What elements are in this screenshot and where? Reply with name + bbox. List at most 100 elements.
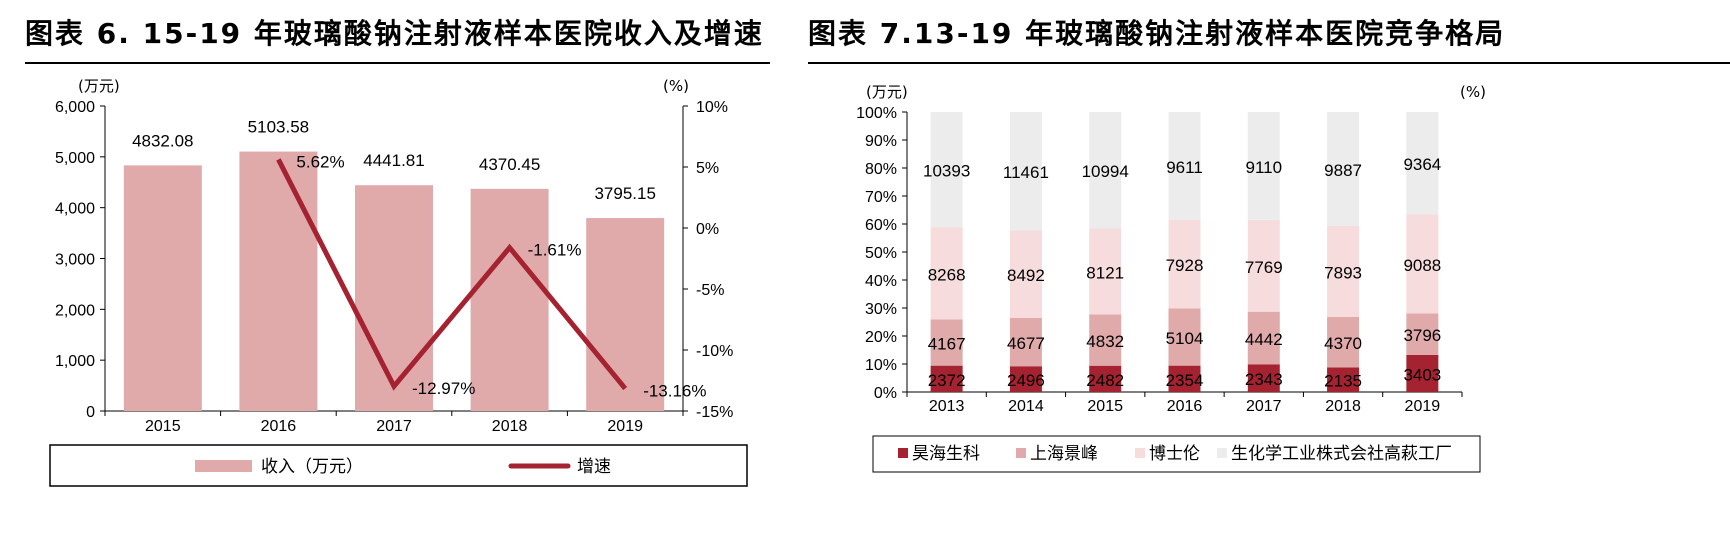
left-title-rule	[25, 62, 770, 64]
right-chart-x-tick-label: 2015	[1087, 398, 1123, 415]
stacked-segment-label: 4167	[928, 334, 966, 353]
right-chart-y-tick-label: 40%	[865, 273, 897, 290]
right-chart-y-unit: (万元)	[866, 83, 908, 101]
stacked-segment-label: 2496	[1007, 371, 1045, 390]
right-y-tick-label: -10%	[696, 343, 733, 360]
stacked-segment	[1168, 365, 1201, 392]
right-y-tick-label: 10%	[696, 99, 728, 116]
stacked-segment-label: 7893	[1324, 263, 1362, 282]
stacked-segment	[1327, 367, 1360, 392]
growth-data-label: -13.16%	[643, 382, 706, 401]
stacked-segment-label: 8268	[928, 265, 966, 284]
left-y-tick-label: 5,000	[55, 150, 95, 167]
legend-revenue-swatch	[195, 460, 252, 472]
revenue-bar	[586, 218, 665, 411]
stacked-segment	[1009, 317, 1042, 367]
stacked-segment-label: 4832	[1086, 332, 1124, 351]
stacked-segment	[930, 319, 963, 366]
stacked-segment	[1406, 354, 1439, 392]
left-y-tick-label: 4,000	[55, 201, 95, 218]
growth-data-label: 5.62%	[296, 152, 344, 171]
right-legend-box	[872, 435, 1481, 473]
stacked-segment-label: 9364	[1403, 155, 1441, 174]
stacked-segment	[1168, 112, 1201, 220]
right-y-tick-label: -15%	[696, 404, 733, 421]
legend-label: 上海景峰	[1030, 444, 1098, 464]
legend-swatch	[898, 448, 908, 458]
right-chart-y-tick-label: 80%	[865, 161, 897, 178]
right-y-tick-label: 5%	[696, 160, 719, 177]
stacked-segment-label: 4442	[1245, 330, 1283, 349]
revenue-data-label: 4832.08	[132, 131, 193, 150]
revenue-data-label: 3795.15	[594, 184, 655, 203]
right-chart-y-tick-label: 0%	[874, 385, 897, 402]
stacked-segment	[1247, 311, 1280, 365]
right-chart-pct-unit: (%)	[1460, 83, 1486, 101]
stacked-segment	[1168, 219, 1201, 309]
stacked-segment	[1247, 364, 1280, 392]
stacked-segment	[1009, 366, 1042, 392]
stacked-segment	[1089, 314, 1122, 366]
stacked-segment	[1089, 228, 1122, 315]
right-chart-y-tick-label: 90%	[865, 133, 897, 150]
stacked-segment-label: 4370	[1324, 334, 1362, 353]
stacked-segment	[930, 365, 963, 392]
stacked-segment-label: 10994	[1082, 162, 1129, 181]
stacked-segment-label: 7928	[1166, 256, 1204, 275]
left-y-tick-label: 6,000	[55, 99, 95, 116]
left-y-tick-label: 1,000	[55, 353, 95, 370]
left-y-tick-label: 0	[86, 404, 95, 421]
stacked-segment	[1327, 112, 1360, 226]
right-chart-y-tick-label: 60%	[865, 217, 897, 234]
stacked-segment-label: 4677	[1007, 334, 1045, 353]
revenue-bar	[355, 185, 433, 411]
right-chart-x-tick-label: 2017	[1246, 398, 1282, 415]
stacked-segment-label: 3403	[1403, 365, 1441, 384]
right-chart-y-tick-label: 70%	[865, 189, 897, 206]
left-chart-title: 图表 6. 15-19 年玻璃酸钠注射液样本医院收入及增速	[25, 17, 764, 50]
stacked-segment-label: 9611	[1166, 158, 1203, 177]
stacked-segment	[1247, 219, 1280, 312]
right-chart-x-tick-label: 2013	[929, 398, 965, 415]
stacked-segment-label: 2135	[1324, 372, 1362, 391]
stacked-segment-label: 9887	[1324, 161, 1362, 180]
stacked-segment	[1406, 214, 1439, 314]
right-chart-y-tick-label: 20%	[865, 329, 897, 346]
x-tick-label: 2016	[261, 418, 297, 435]
stacked-segment-label: 3796	[1403, 326, 1441, 345]
stacked-segment-label: 5104	[1166, 329, 1204, 348]
x-tick-label: 2017	[376, 418, 412, 435]
stacked-segment-label: 10393	[923, 162, 970, 181]
left-y-tick-label: 2,000	[55, 302, 95, 319]
growth-data-label: -1.61%	[528, 241, 582, 260]
stacked-segment-label: 8121	[1086, 263, 1124, 282]
legend-revenue-label: 收入（万元）	[261, 457, 363, 477]
right-y-unit: (%)	[663, 77, 689, 95]
stacked-segment	[1009, 230, 1042, 318]
left-y-tick-label: 3,000	[55, 252, 95, 269]
stacked-segment	[930, 227, 963, 320]
right-y-tick-label: 0%	[696, 221, 719, 238]
legend-label: 博士伦	[1149, 444, 1200, 464]
stacked-segment-label: 2372	[928, 371, 966, 390]
right-chart-y-tick-label: 100%	[856, 105, 897, 122]
revenue-data-label: 5103.58	[248, 118, 309, 137]
revenue-bar	[239, 151, 318, 411]
revenue-bar	[470, 188, 549, 411]
stacked-segment	[1327, 225, 1360, 317]
stacked-segment	[1089, 112, 1122, 229]
stacked-segment-label: 8492	[1007, 266, 1045, 285]
stacked-segment	[930, 112, 963, 228]
left-y-unit: (万元)	[78, 77, 120, 95]
stacked-segment-label: 7769	[1245, 258, 1283, 277]
stacked-segment-label: 9088	[1403, 256, 1441, 275]
right-chart-x-tick-label: 2018	[1325, 398, 1361, 415]
stacked-segment	[1168, 308, 1201, 366]
legend-label: 生化学工业株式会社高萩工厂	[1231, 444, 1452, 464]
x-tick-label: 2015	[145, 418, 181, 435]
stacked-segment-label: 11461	[1003, 163, 1049, 182]
right-chart-x-tick-label: 2014	[1008, 398, 1044, 415]
right-chart-x-tick-label: 2019	[1405, 398, 1441, 415]
stacked-segment	[1009, 112, 1042, 231]
